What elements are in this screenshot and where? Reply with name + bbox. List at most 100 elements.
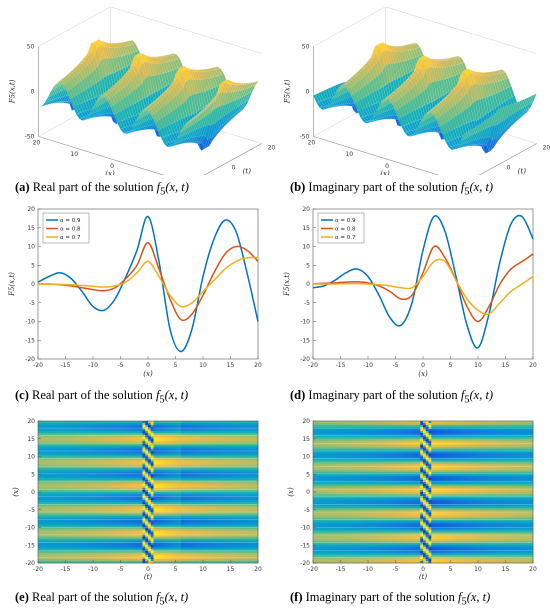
contour-cell — [194, 423, 198, 426]
contour-cell — [109, 425, 113, 428]
contour-cell — [175, 435, 179, 438]
contour-cell — [211, 439, 215, 442]
contour-cell — [148, 445, 152, 448]
contour-cell — [244, 437, 248, 440]
contour-cell — [90, 437, 94, 440]
contour-cell — [65, 431, 69, 434]
contour-cell — [126, 445, 130, 448]
contour-cell — [197, 431, 201, 434]
contour-cell — [123, 463, 127, 466]
contour-cell — [241, 465, 245, 468]
contour-cell — [38, 447, 42, 450]
contour-cell — [183, 445, 187, 448]
contour-cell — [40, 461, 44, 464]
contour-cell — [200, 423, 204, 426]
contour-cell — [65, 421, 69, 424]
contour-cell — [117, 453, 121, 456]
contour-cell — [211, 431, 215, 434]
contour-cell — [225, 421, 229, 424]
contour-cell — [38, 451, 42, 454]
contour-cell — [194, 465, 198, 468]
contour-cell — [161, 459, 165, 462]
contour-cell — [225, 435, 229, 438]
contour-cell — [230, 447, 234, 450]
contour-cell — [40, 451, 44, 454]
contour-cell — [95, 455, 99, 458]
contour-cell — [145, 445, 149, 448]
contour-cell — [54, 429, 58, 432]
contour-cell — [172, 455, 176, 458]
contour-cell — [194, 437, 198, 440]
contour-cell — [82, 421, 86, 424]
contour-cell — [227, 425, 231, 428]
contour-cell — [38, 445, 42, 448]
contour-cell — [131, 437, 135, 440]
contour-cell — [211, 451, 215, 454]
contour-cell — [225, 425, 229, 428]
contour-cell — [101, 449, 105, 452]
contour-cell — [189, 447, 193, 450]
contour-cell — [73, 431, 77, 434]
contour-cell — [49, 461, 53, 464]
contour-cell — [82, 435, 86, 438]
contour-cell — [222, 425, 226, 428]
contour-cell — [194, 453, 198, 456]
contour-cell — [175, 453, 179, 456]
contour-cell — [175, 431, 179, 434]
contour-cell — [192, 431, 196, 434]
contour-cell — [186, 447, 190, 450]
contour-cell — [106, 459, 110, 462]
t-tick-label: 0 — [232, 164, 236, 171]
contour-cell — [156, 433, 160, 436]
contour-cell — [137, 463, 141, 466]
contour-cell — [128, 463, 132, 466]
contour-cell — [208, 463, 212, 466]
contour-cell — [167, 443, 171, 446]
contour-cell — [178, 425, 182, 428]
contour-cell — [167, 447, 171, 450]
contour-cell — [46, 445, 50, 448]
contour-cell — [137, 425, 141, 428]
contour-cell — [170, 449, 174, 452]
contour-cell — [189, 459, 193, 462]
contour-cell — [181, 435, 185, 438]
contour-cell — [255, 441, 259, 444]
contour-cell — [131, 467, 135, 470]
contour-cell — [159, 431, 163, 434]
contour-cell — [87, 459, 91, 462]
contour-cell — [170, 443, 174, 446]
contour-cell — [84, 441, 88, 444]
contour-cell — [82, 467, 86, 470]
contour-cell — [73, 429, 77, 432]
contour-cell — [120, 453, 124, 456]
contour-cell — [230, 461, 234, 464]
contour-cell — [79, 441, 83, 444]
contour-cell — [164, 465, 168, 468]
contour-cell — [73, 465, 77, 468]
contour-cell — [208, 425, 212, 428]
contour-cell — [76, 447, 80, 450]
contour-cell — [192, 441, 196, 444]
contour-cell — [222, 433, 226, 436]
contour-cell — [120, 463, 124, 466]
contour-cell — [194, 443, 198, 446]
contour-cell — [170, 453, 174, 456]
contour-cell — [65, 437, 69, 440]
contour-cell — [139, 435, 143, 438]
contour-cell — [164, 459, 168, 462]
contour-cell — [153, 449, 157, 452]
contour-cell — [249, 421, 253, 424]
contour-cell — [156, 425, 160, 428]
contour-cell — [172, 429, 176, 432]
contour-cell — [57, 465, 61, 468]
contour-cell — [73, 439, 77, 442]
contour-cell — [205, 459, 209, 462]
contour-cell — [164, 461, 168, 464]
contour-cell — [51, 439, 55, 442]
contour-cell — [84, 467, 88, 470]
contour-cell — [211, 459, 215, 462]
contour-cell — [82, 465, 86, 468]
contour-cell — [233, 429, 237, 432]
contour-cell — [57, 439, 61, 442]
contour-cell — [101, 453, 105, 456]
